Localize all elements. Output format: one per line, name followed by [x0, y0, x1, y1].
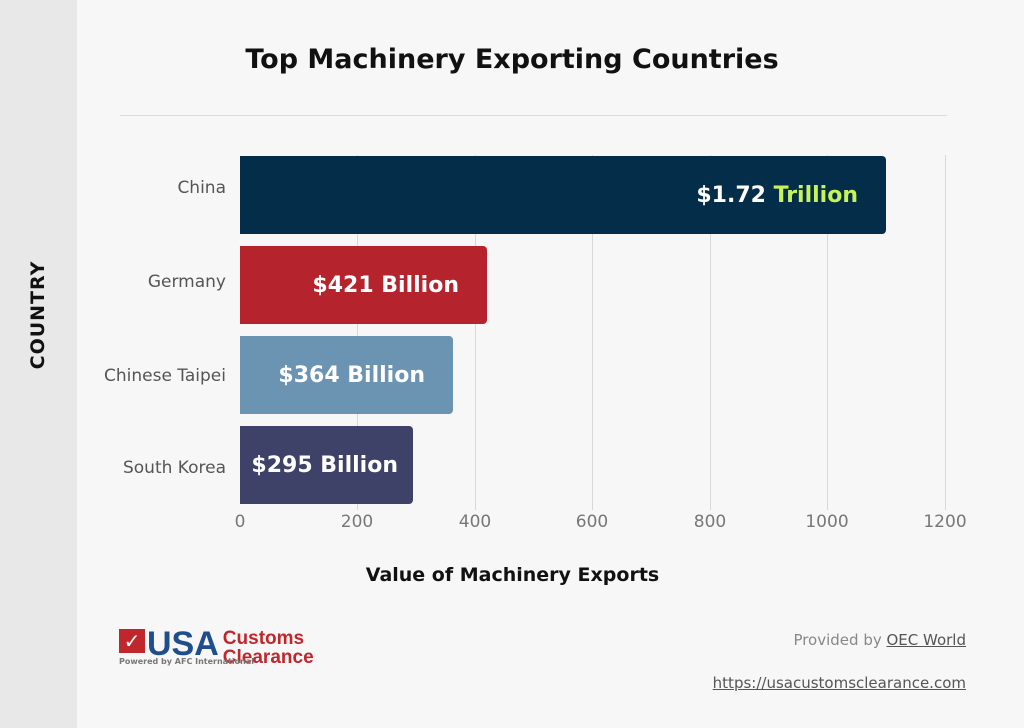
bar-south-korea: $295 Billion	[240, 426, 413, 504]
logo-customs-clearance: Customs Clearance	[223, 629, 314, 667]
x-tick: 600	[575, 512, 609, 532]
chart-title: Top Machinery Exporting Countries	[245, 44, 779, 75]
logo-clearance: Clearance	[222, 647, 314, 668]
x-tick: 1000	[805, 512, 849, 532]
gridline	[475, 155, 476, 510]
provided-by: Provided by OEC World	[793, 631, 966, 649]
bar-chinese-taipei: $364 Billion	[240, 336, 453, 414]
y-axis-label: COUNTRY	[27, 260, 49, 370]
chart-card	[77, 0, 1024, 728]
gridline	[945, 155, 946, 510]
bar-value: $1.72	[696, 182, 766, 208]
category-label: China	[177, 178, 226, 198]
logo-powered-by: Powered by AFC International	[119, 657, 254, 666]
bar-china: $1.72 Trillion	[240, 156, 886, 234]
logo-usa: USA	[147, 625, 219, 663]
bar-value: $364 Billion	[278, 362, 425, 388]
usa-customs-clearance-logo: ✓ USA Powered by AFC International Custo…	[119, 625, 314, 667]
x-tick: 1200	[923, 512, 967, 532]
category-label: Chinese Taipei	[103, 366, 226, 386]
logo-customs: Customs	[222, 628, 305, 649]
gridline	[357, 155, 358, 510]
gridline	[592, 155, 593, 510]
x-tick: 800	[693, 512, 727, 532]
gridline	[710, 155, 711, 510]
gridline	[827, 155, 828, 510]
bar-unit: Trillion	[773, 182, 858, 208]
provided-by-text: Provided by	[793, 631, 887, 649]
x-axis-label: Value of Machinery Exports	[365, 564, 660, 586]
category-label: Germany	[147, 272, 226, 292]
website-link[interactable]: https://usacustomsclearance.com	[712, 674, 966, 692]
title-divider	[120, 115, 947, 116]
bar-value: $295 Billion	[251, 452, 398, 478]
bar-value: $421 Billion	[312, 272, 459, 298]
x-tick: 400	[458, 512, 492, 532]
bar-germany: $421 Billion	[240, 246, 487, 324]
category-label: South Korea	[122, 458, 226, 478]
x-tick: 200	[340, 512, 374, 532]
x-tick: 0	[234, 512, 246, 532]
checkmark-icon: ✓	[119, 629, 145, 653]
oec-world-link[interactable]: OEC World	[886, 631, 966, 649]
